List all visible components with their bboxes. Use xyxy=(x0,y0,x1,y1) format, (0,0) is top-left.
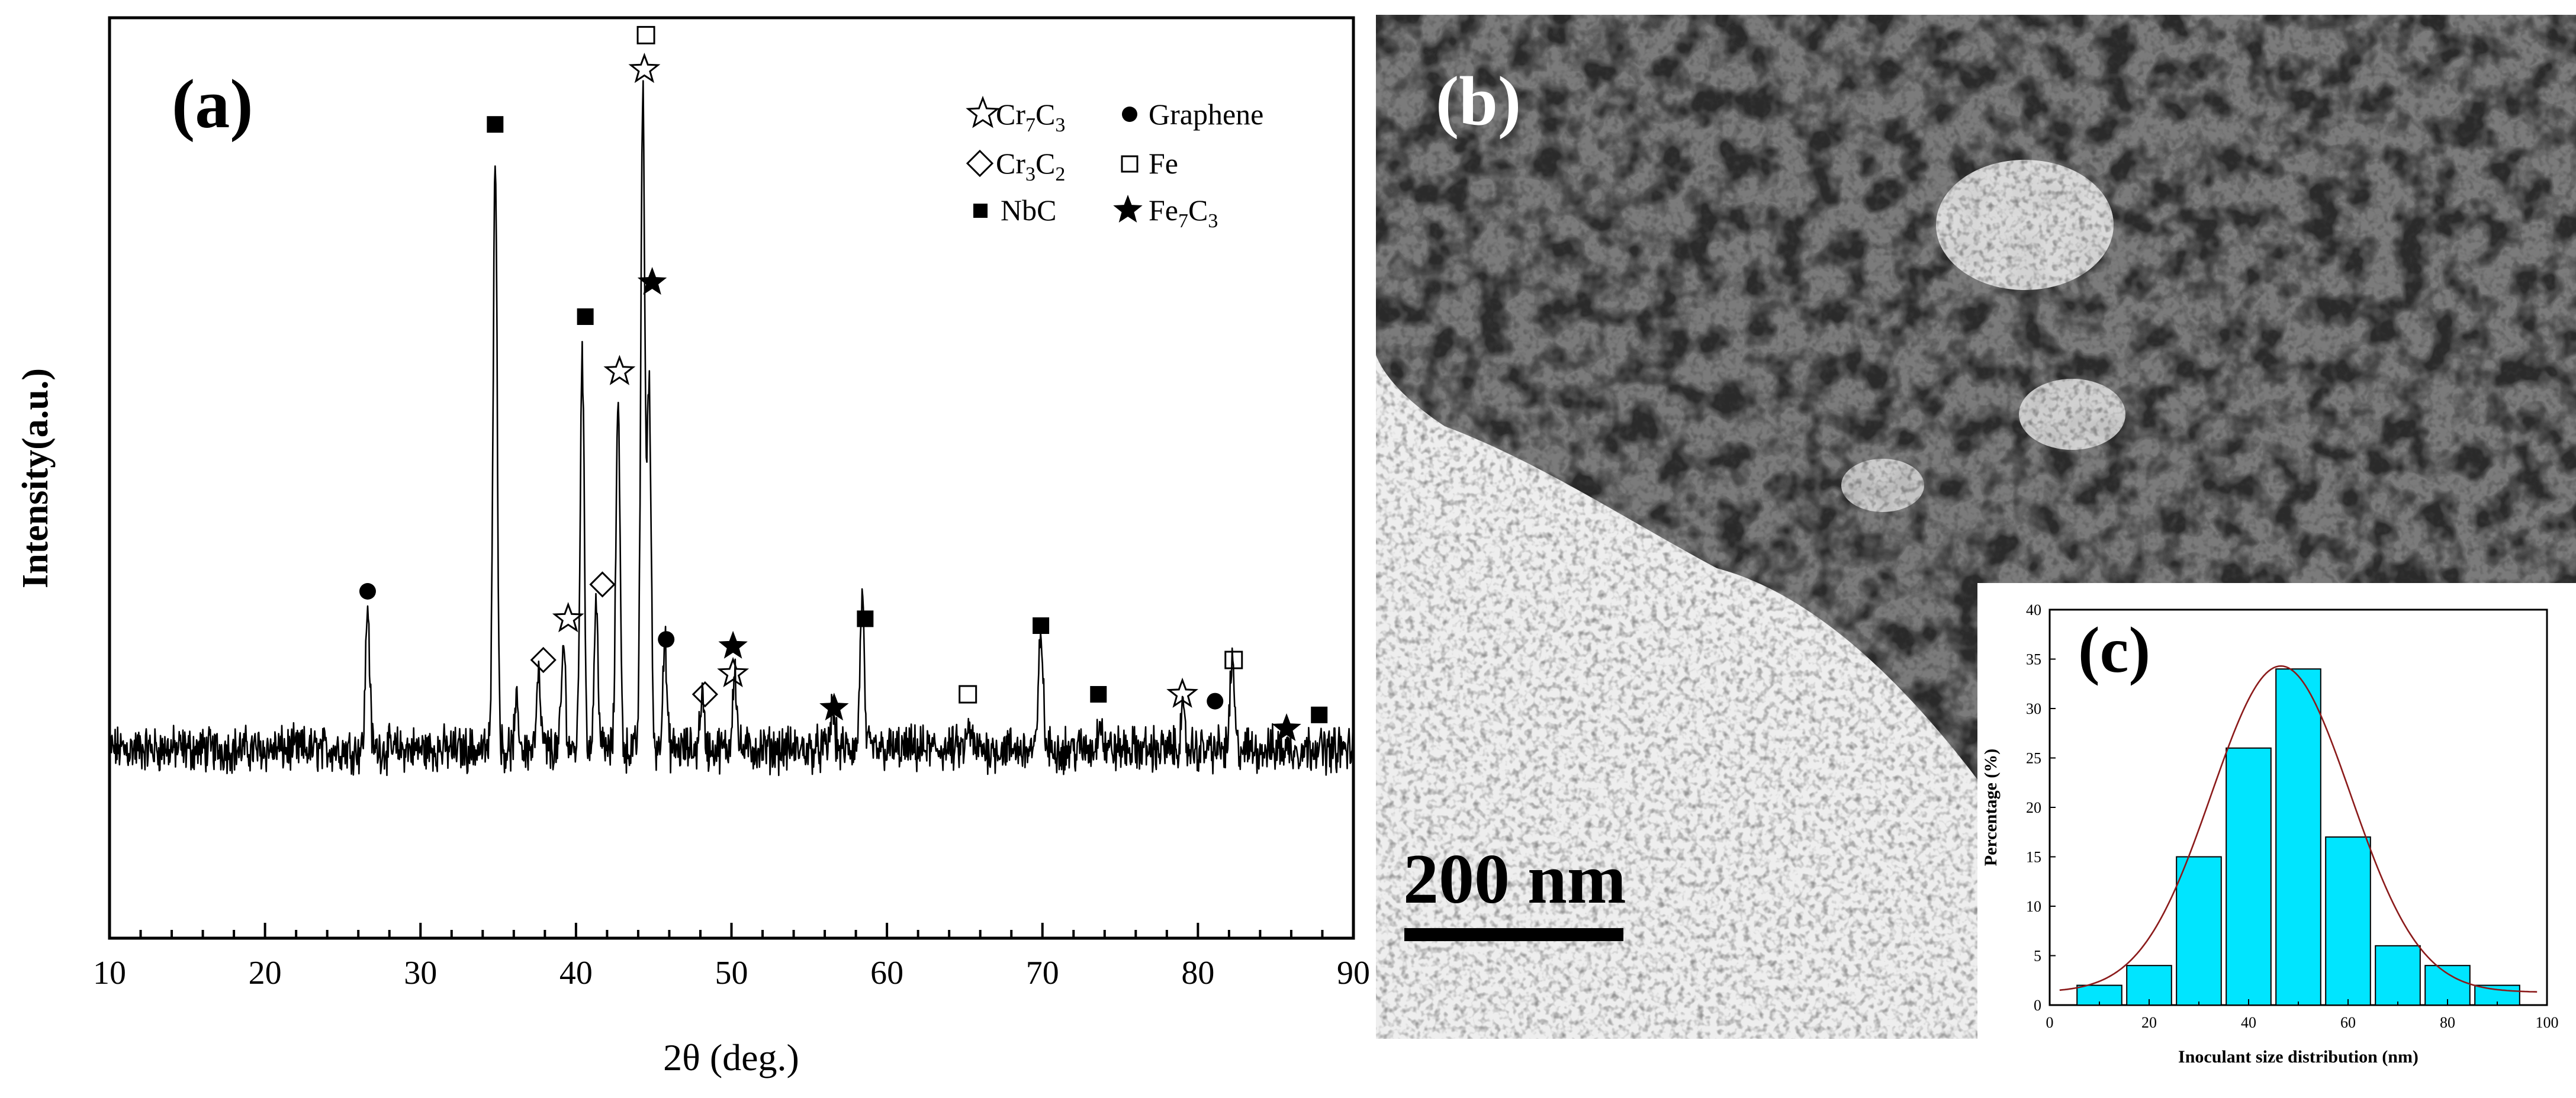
xrd-trace xyxy=(108,80,1355,777)
peak-marker-cr7c3 xyxy=(717,656,750,688)
open-square-icon xyxy=(1121,155,1139,173)
histogram-bar xyxy=(2275,668,2321,1006)
peak-marker-graphene xyxy=(1207,693,1224,710)
panel-label-c: (c) xyxy=(2078,614,2150,686)
legend-label-fe: Fe xyxy=(1149,147,1178,180)
gaussian-fit-curve xyxy=(2059,665,2538,993)
tem-panel: (b) 200 nm xyxy=(1376,15,2576,1039)
legend-item-cr7c3: Cr7C3 xyxy=(966,95,1065,136)
xrd-tick-label: 40 xyxy=(559,955,593,991)
histogram-x-tick-label: 60 xyxy=(2340,1014,2356,1031)
peak-marker-cr3c2 xyxy=(692,681,718,708)
peak-marker-fe xyxy=(636,25,655,44)
xrd-tick-label: 30 xyxy=(404,955,437,991)
xrd-plot-frame xyxy=(108,16,1355,940)
histogram-x-tick-label: 20 xyxy=(2141,1014,2157,1031)
xrd-panel: 10 20 30 40 50 60 70 80 90 (a) Cr7C3 Graphene Cr… xyxy=(15,16,1370,1078)
filled-star-icon xyxy=(1113,195,1143,223)
legend-item-cr3c2: Cr3C2 xyxy=(966,147,1065,185)
histogram-bar xyxy=(2226,747,2272,1006)
peak-marker-fe7c3 xyxy=(1272,713,1301,741)
peak-marker-cr7c3 xyxy=(628,53,661,83)
peak-marker-nbc xyxy=(487,116,504,133)
xrd-tick-label: 90 xyxy=(1337,955,1370,991)
peak-marker-cr7c3 xyxy=(1166,677,1199,708)
histogram-y-tick-label: 20 xyxy=(2026,799,2041,816)
xrd-tick-label: 20 xyxy=(249,955,282,991)
legend-label-fe7c3: Fe7C3 xyxy=(1149,194,1218,232)
histogram-ticks: 0 20 40 60 80 100 0 5 10 15 20 25 30 35 40 xyxy=(2026,601,2559,1031)
histogram-y-axis-label: Percentage (%) xyxy=(1981,749,2001,867)
histogram-y-tick-label: 40 xyxy=(2026,601,2041,619)
legend-item-fe7c3: Fe7C3 xyxy=(1113,194,1218,232)
legend-label-cr3c2: Cr3C2 xyxy=(996,147,1065,185)
peak-marker-nbc xyxy=(1033,617,1050,634)
xrd-tick-label: 50 xyxy=(715,955,748,991)
xrd-peak-markers xyxy=(359,25,1328,741)
histogram-x-tick-label: 40 xyxy=(2241,1014,2256,1031)
scale-bar xyxy=(1404,928,1623,941)
histogram-x-axis-label: Inoculant size distribution (nm) xyxy=(2178,1047,2419,1067)
peak-marker-nbc xyxy=(1311,706,1328,723)
panel-label-a: (a) xyxy=(172,65,253,143)
peak-marker-cr7c3 xyxy=(603,355,636,385)
histogram-y-tick-label: 15 xyxy=(2026,849,2041,866)
histogram-bar xyxy=(2325,836,2371,1006)
histogram-y-tick-label: 0 xyxy=(2034,997,2041,1014)
xrd-legend: Cr7C3 Graphene Cr3C2 Fe NbC Fe7C3 xyxy=(966,95,1263,232)
peak-marker-nbc xyxy=(1090,686,1107,703)
filled-square-icon xyxy=(973,204,988,218)
filled-circle-icon xyxy=(1122,107,1137,122)
xrd-tick-label: 10 xyxy=(93,955,126,991)
xrd-x-axis-label: 2θ (deg.) xyxy=(663,1036,799,1078)
peak-marker-fe xyxy=(1224,651,1243,669)
histogram-y-tick-label: 10 xyxy=(2026,898,2041,915)
peak-marker-cr3c2 xyxy=(589,571,616,598)
xrd-tick-label: 60 xyxy=(870,955,903,991)
peak-marker-nbc xyxy=(577,308,594,325)
scale-bar-label: 200 nm xyxy=(1403,839,1626,918)
histogram-y-tick-label: 5 xyxy=(2034,948,2041,965)
peak-marker-nbc xyxy=(857,610,874,627)
histogram-bar xyxy=(2126,965,2172,1006)
peak-marker-fe7c3 xyxy=(718,630,748,659)
legend-label-cr7c3: Cr7C3 xyxy=(996,98,1065,136)
histogram-x-tick-label: 100 xyxy=(2536,1014,2559,1031)
histogram-x-tick-label: 0 xyxy=(2046,1014,2054,1031)
legend-item-fe: Fe xyxy=(1121,147,1178,180)
histogram-bar xyxy=(2424,965,2471,1006)
legend-item-nbc: NbC xyxy=(973,194,1056,227)
xrd-y-axis-label: Intensity(a.u.) xyxy=(15,368,56,588)
xrd-tick-label: 80 xyxy=(1181,955,1214,991)
peak-marker-graphene xyxy=(658,631,675,648)
peak-marker-fe xyxy=(959,685,977,704)
open-star-icon xyxy=(966,95,1000,128)
size-distribution-inset: 0 20 40 60 80 100 0 5 10 15 20 25 30 35 40 (c) Inocula… xyxy=(1977,583,2576,1098)
peak-marker-fe7c3 xyxy=(819,693,849,721)
xrd-x-ticks: 10 20 30 40 50 60 70 80 90 xyxy=(93,923,1370,991)
legend-label-graphene: Graphene xyxy=(1149,98,1263,131)
legend-label-nbc: NbC xyxy=(1001,194,1056,227)
peak-marker-cr7c3 xyxy=(552,602,584,633)
histogram-y-tick-label: 25 xyxy=(2026,750,2041,767)
peak-marker-fe7c3 xyxy=(637,267,667,295)
peak-marker-cr3c2 xyxy=(530,646,557,674)
legend-item-graphene: Graphene xyxy=(1122,98,1263,131)
peak-marker-graphene xyxy=(359,583,376,600)
histogram-bar xyxy=(2176,856,2222,1006)
histogram-y-tick-label: 30 xyxy=(2026,700,2041,717)
histogram-bar xyxy=(2375,945,2421,1006)
histogram-x-tick-label: 80 xyxy=(2440,1014,2455,1031)
histogram-y-tick-label: 35 xyxy=(2026,651,2041,668)
histogram-bars xyxy=(2076,668,2520,1006)
xrd-tick-label: 70 xyxy=(1026,955,1059,991)
open-diamond-icon xyxy=(966,149,994,178)
panel-label-b: (b) xyxy=(1436,62,1521,140)
